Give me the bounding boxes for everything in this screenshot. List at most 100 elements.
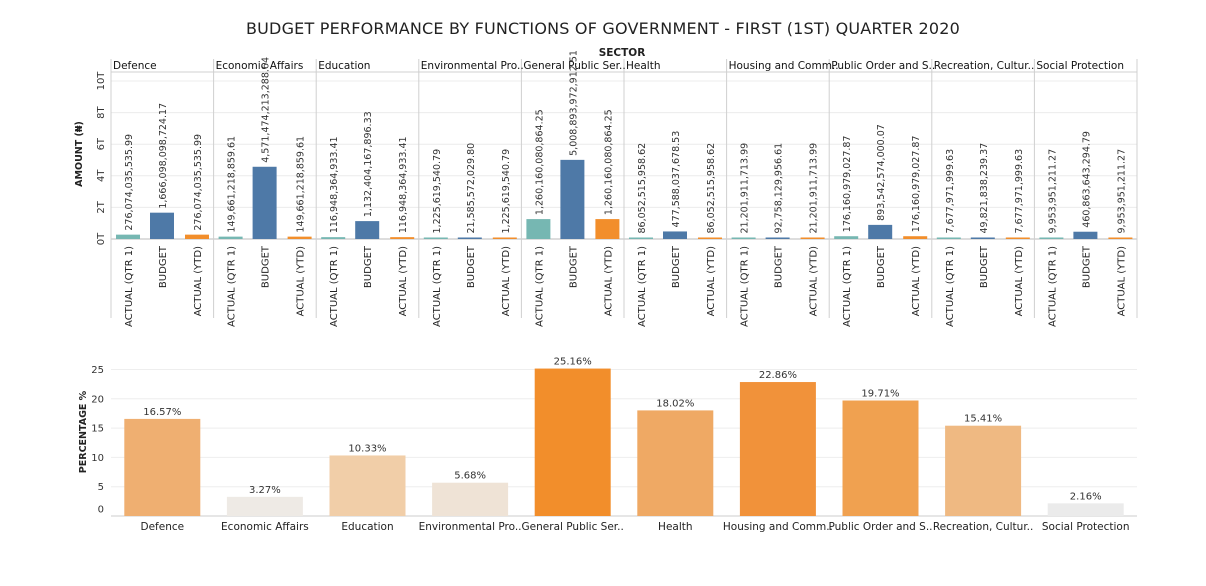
top-bar: [868, 224, 893, 239]
top-y-axis-label: AMOUNT (₦): [74, 121, 85, 187]
bottom-y-tick-label: 15: [91, 424, 104, 435]
top-value-label: 9,953,951,211.27: [1047, 149, 1058, 234]
top-bar: [765, 237, 790, 239]
percentage-bar: [1047, 503, 1124, 516]
top-value-label: 21,201,911,713.99: [740, 143, 751, 234]
bottom-category-label: Housing and Comm..: [723, 521, 833, 533]
top-bar: [936, 237, 961, 239]
top-value-label: 4,571,474,213,288.64: [261, 57, 272, 163]
percentage-bar: [432, 482, 509, 516]
top-value-label: 5,008,893,972,912.51: [568, 50, 579, 156]
panel-header-9: Recreation, Cultur..: [934, 60, 1035, 72]
top-y-tick-label: 6T: [96, 137, 107, 150]
top-category-label: ACTUAL (YTD): [193, 246, 204, 316]
percentage-bar: [534, 368, 611, 516]
top-bar: [116, 234, 140, 239]
top-bar: [423, 237, 448, 239]
top-bar: [595, 219, 620, 239]
percentage-value-label: 22.86%: [759, 370, 797, 381]
top-value-label: 7,677,971,999.63: [945, 149, 956, 234]
top-category-label: BUDGET: [876, 245, 887, 288]
top-category-label: ACTUAL (YTD): [809, 246, 820, 316]
bottom-y-tick-label: 0: [98, 505, 104, 516]
percentage-bar: [329, 455, 406, 516]
top-y-tick-label: 4T: [96, 169, 107, 182]
top-value-label: 21,201,911,713.99: [809, 143, 820, 234]
top-bar: [218, 236, 243, 239]
bottom-category-label: Education: [341, 521, 393, 533]
top-category-label: ACTUAL (QTR 1): [637, 246, 648, 327]
panel-header-10: Social Protection: [1036, 60, 1124, 72]
top-value-label: 1,260,160,080,864.25: [534, 109, 545, 215]
percentage-bar: [739, 382, 816, 516]
top-value-label: 477,588,037,678.53: [671, 131, 682, 228]
top-bar: [903, 236, 928, 239]
top-bar: [698, 237, 722, 239]
percentage-value-label: 5.68%: [454, 471, 486, 482]
top-bar: [457, 237, 482, 239]
top-bar: [287, 236, 312, 239]
top-faceted-bar-chart: 0T 2T 4T 6T 8T 10T Defence 276,074,035,535.99 AC…: [96, 50, 1138, 327]
top-category-label: ACTUAL (YTD): [1116, 246, 1127, 316]
top-y-tick-label: 0T: [96, 232, 107, 245]
top-bar: [1073, 231, 1098, 239]
panel-header-4: Environmental Pro..: [421, 60, 524, 72]
top-bar: [355, 221, 380, 239]
top-value-label: 1,225,619,540.79: [501, 149, 512, 234]
top-value-label: 276,074,035,535.99: [193, 134, 204, 231]
top-category-label: ACTUAL (QTR 1): [1047, 246, 1058, 327]
panel-header-1: Defence: [113, 60, 157, 72]
panel-header-2: Economic Affairs: [216, 60, 304, 72]
top-category-label: BUDGET: [979, 245, 990, 288]
bottom-category-label: General Public Ser..: [522, 521, 624, 533]
percentage-value-label: 10.33%: [348, 443, 386, 454]
top-category-label: ACTUAL (QTR 1): [432, 246, 443, 327]
top-category-label: BUDGET: [261, 245, 272, 288]
bottom-y-tick-label: 20: [91, 394, 104, 405]
top-category-label: ACTUAL (QTR 1): [227, 246, 238, 327]
top-value-label: 1,132,404,167,896.33: [363, 111, 374, 217]
bottom-category-label: Health: [658, 521, 692, 533]
top-value-label: 9,953,951,211.27: [1116, 149, 1127, 234]
percentage-bar: [842, 400, 919, 516]
top-value-label: 176,160,979,027.87: [911, 136, 922, 233]
top-bar: [970, 237, 995, 239]
top-category-label: ACTUAL (QTR 1): [329, 246, 340, 327]
top-value-label: 86,052,515,958.62: [706, 143, 717, 234]
top-value-label: 149,661,218,859.61: [296, 136, 307, 233]
panel-header-7: Housing and Comm..: [729, 60, 839, 72]
sector-header: SECTOR: [599, 47, 646, 59]
bottom-category-label: Economic Affairs: [221, 521, 309, 533]
top-bar: [1108, 237, 1133, 239]
top-category-label: ACTUAL (YTD): [398, 246, 409, 316]
top-value-label: 176,160,979,027.87: [842, 136, 853, 233]
percentage-value-label: 3.27%: [249, 485, 281, 496]
top-category-label: ACTUAL (YTD): [706, 246, 717, 316]
top-category-label: ACTUAL (YTD): [501, 246, 512, 316]
top-bar: [800, 237, 825, 239]
bottom-y-axis-label: PERCENTAGE %: [78, 390, 89, 473]
percentage-value-label: 19.71%: [861, 388, 899, 399]
top-bar: [252, 166, 277, 239]
top-bar: [663, 231, 687, 239]
bottom-category-label: Recreation, Cultur..: [933, 521, 1034, 533]
panel-header-3: Education: [318, 60, 370, 72]
percentage-value-label: 18.02%: [656, 398, 694, 409]
bottom-y-tick-label: 25: [91, 365, 104, 376]
percentage-bar: [226, 496, 303, 516]
top-value-label: 116,948,364,933.41: [329, 136, 340, 233]
top-bar: [321, 237, 346, 239]
top-value-label: 7,677,971,999.63: [1014, 149, 1025, 234]
top-value-label: 460,863,643,294.79: [1081, 131, 1092, 228]
bottom-category-label: Environmental Pro..: [419, 521, 522, 533]
top-category-label: ACTUAL (YTD): [296, 246, 307, 316]
top-value-label: 49,821,838,239.37: [979, 143, 990, 234]
percentage-value-label: 15.41%: [964, 414, 1002, 425]
top-bar: [185, 234, 209, 239]
top-category-label: ACTUAL (QTR 1): [124, 246, 135, 327]
top-bar: [1039, 237, 1064, 239]
bottom-category-label: Social Protection: [1042, 521, 1130, 533]
percentage-bar: [945, 425, 1022, 516]
top-value-label: 1,666,098,098,724.17: [158, 103, 169, 209]
